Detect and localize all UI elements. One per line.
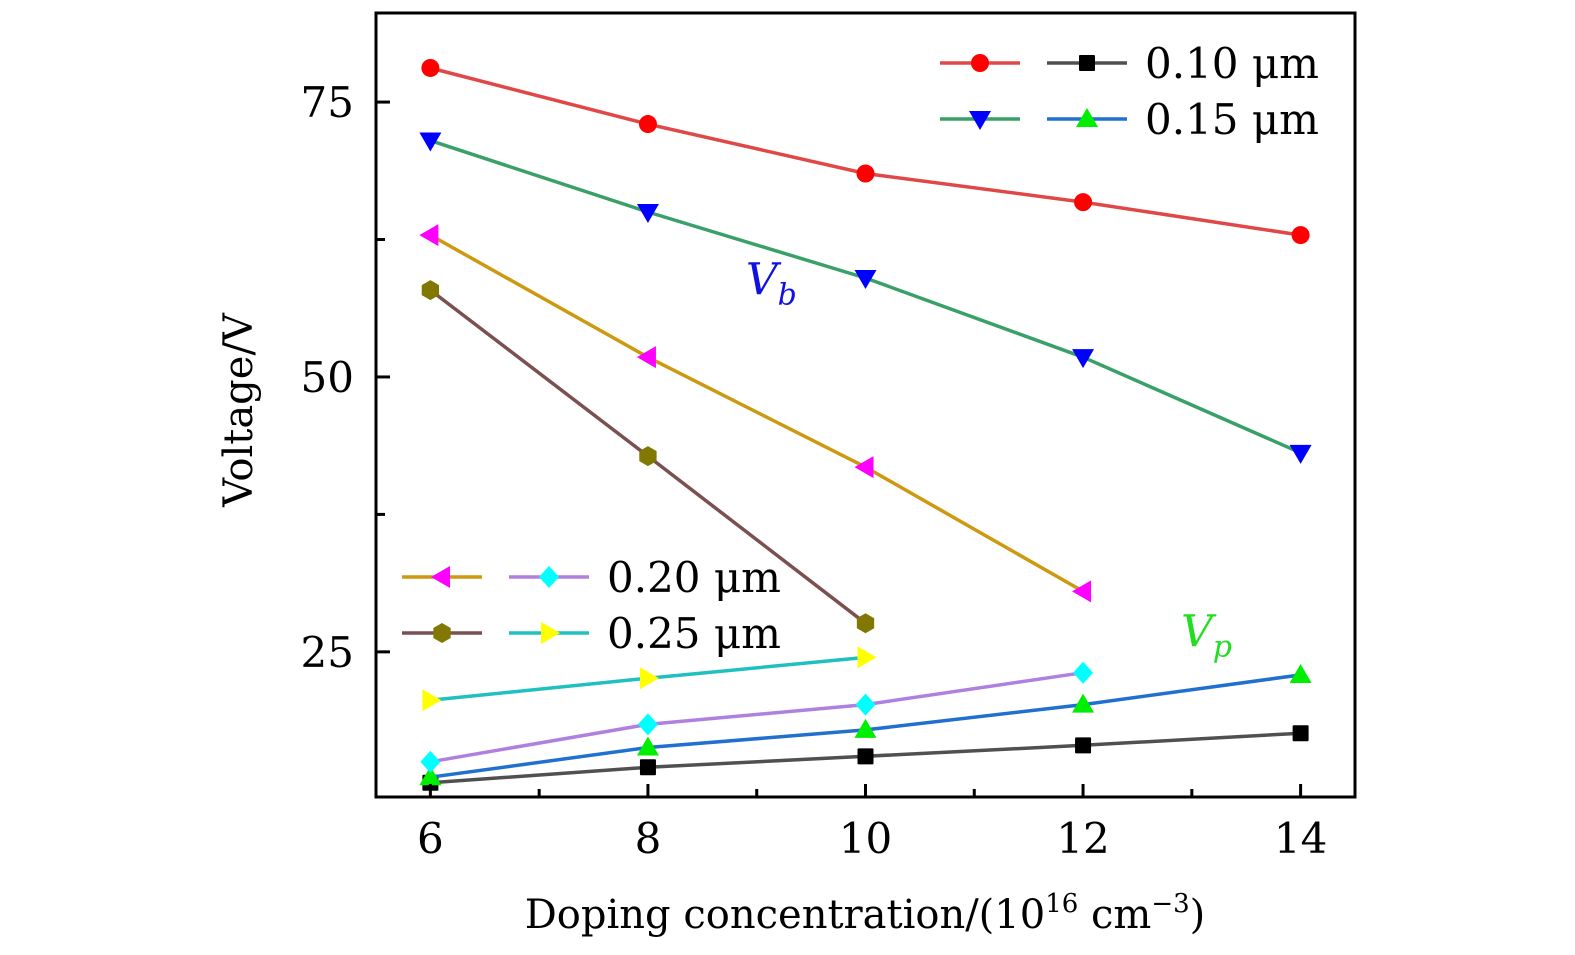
legend-marker (969, 111, 991, 130)
legend-marker (539, 566, 559, 588)
data-point (857, 748, 874, 765)
x-tick-label: 10 (839, 814, 892, 863)
legend-label: 0.20 μm (607, 553, 781, 602)
series-vb-0-15-m (419, 132, 1312, 464)
legend-marker (1076, 108, 1098, 127)
series-line (429, 138, 1302, 455)
series-vp-0-10-m (422, 725, 1309, 791)
x-tick-label: 14 (1274, 814, 1327, 863)
legend-marker (971, 54, 989, 72)
data-point (1291, 226, 1310, 245)
data-point (1289, 444, 1312, 464)
data-point (855, 693, 876, 716)
data-point (636, 346, 656, 369)
data-point (1072, 580, 1092, 603)
data-point (854, 718, 877, 738)
data-point (856, 613, 875, 634)
data-point (1292, 725, 1309, 742)
series-line (429, 66, 1301, 237)
x-tick-label: 6 (417, 814, 444, 863)
series-vp-0-25-m (422, 646, 877, 712)
data-point (1075, 737, 1092, 754)
y-tick-label: 75 (301, 78, 354, 127)
legend-center-left: 0.20 μm 0.25 μm (402, 553, 781, 658)
x-axis-title-exp2: −3 (1151, 889, 1189, 919)
series-layer (419, 58, 1312, 791)
legend-entry: 0.25 μm (402, 609, 781, 658)
y-tick-label: 50 (301, 353, 354, 402)
x-axis-title: Doping concentration/(1016 cm−3) (525, 889, 1206, 938)
x-axis-title-suffix: ) (1190, 892, 1206, 938)
legends: 0.10 μm 0.15 μm 0.20 μm 0.25 μm (402, 39, 1319, 658)
annotations: Vb Vp (746, 254, 1232, 664)
data-point (421, 58, 440, 77)
y-axis-title: Voltage/V (216, 312, 262, 508)
legend-entry: 0.20 μm (402, 553, 781, 602)
series-vp-0-20-m (420, 661, 1094, 773)
data-point (854, 269, 877, 289)
data-point (421, 280, 440, 301)
data-point (637, 713, 658, 736)
series-line (429, 233, 1084, 593)
annotation-vb: Vb (746, 254, 797, 312)
series-vb-0-25-m (421, 280, 875, 634)
data-point (1072, 349, 1095, 369)
series-vb-0-20-m (419, 224, 1092, 603)
y-tick-label: 25 (301, 628, 354, 677)
data-point (419, 766, 442, 786)
legend-top-right: 0.10 μm 0.15 μm (940, 39, 1319, 144)
x-axis-title-prefix: Doping concentration/(10 (525, 892, 1045, 938)
x-tick-label: 8 (635, 814, 662, 863)
data-point (639, 667, 659, 690)
legend-marker (541, 622, 560, 644)
data-point (857, 646, 877, 669)
data-point (636, 204, 659, 224)
data-point (422, 689, 442, 712)
data-point (854, 456, 874, 479)
data-point (1289, 663, 1312, 683)
x-axis-title-mid: cm (1078, 892, 1151, 938)
series-vp-0-15-m (419, 663, 1312, 786)
x-axis-title-exp1: 16 (1045, 889, 1078, 919)
series-line (430, 670, 1084, 764)
annotation-vp: Vp (1181, 606, 1232, 664)
axes: 6 8 10 12 14 25 50 75 (301, 11, 1357, 863)
data-point (639, 759, 656, 776)
legend-marker (431, 566, 450, 588)
legend-entry: 0.15 μm (940, 95, 1319, 144)
data-point (420, 750, 441, 773)
series-vb-0-10-m (421, 58, 1310, 245)
legend-label: 0.10 μm (1145, 39, 1319, 88)
data-point (856, 164, 875, 183)
data-point (639, 446, 657, 467)
data-point (1074, 193, 1093, 212)
legend-label: 0.15 μm (1145, 95, 1319, 144)
legend-marker (433, 623, 451, 643)
x-tick-label: 12 (1056, 814, 1109, 863)
data-point (638, 115, 657, 134)
data-point (1073, 661, 1094, 684)
legend-marker (1079, 55, 1095, 71)
data-point (419, 224, 439, 247)
legend-label: 0.25 μm (607, 609, 781, 658)
data-point (419, 132, 442, 152)
data-point (636, 736, 659, 756)
data-point (1072, 693, 1095, 713)
legend-entry: 0.10 μm (940, 39, 1319, 88)
